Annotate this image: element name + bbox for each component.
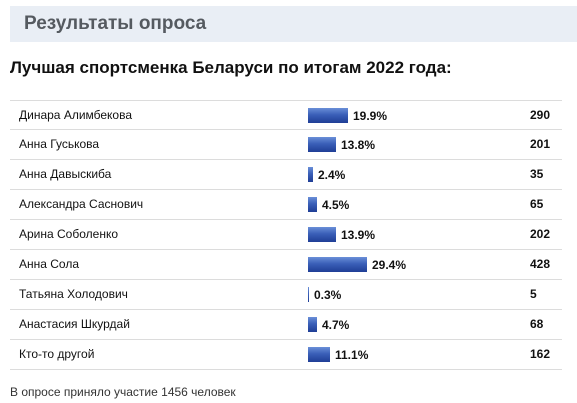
option-percent: 13.8% — [341, 137, 376, 152]
option-percent: 4.5% — [322, 197, 350, 212]
option-bar-cell: 4.7% — [308, 310, 349, 339]
option-bar — [308, 317, 317, 332]
option-percent: 29.4% — [372, 257, 407, 272]
option-votes: 201 — [530, 137, 551, 151]
option-bar — [308, 287, 309, 302]
option-name: Анна Сола — [19, 257, 80, 271]
option-votes: 162 — [530, 347, 551, 361]
poll-results-table: Динара Алимбекова 19.9% 290 Анна Гуськов… — [10, 100, 562, 370]
option-votes: 290 — [530, 108, 551, 122]
option-name: Анна Гуськова — [19, 137, 100, 151]
option-votes: 428 — [530, 257, 551, 271]
option-percent: 13.9% — [341, 227, 376, 242]
poll-header: Результаты опроса — [10, 6, 577, 42]
option-bar-cell: 4.5% — [308, 190, 349, 219]
option-votes: 5 — [530, 287, 537, 301]
option-bar-cell: 0.3% — [308, 280, 341, 309]
option-bar — [308, 257, 367, 272]
option-percent: 19.9% — [353, 108, 388, 123]
option-bar-cell: 13.8% — [308, 130, 375, 159]
option-name: Александра Саснович — [19, 197, 144, 211]
option-bar — [308, 108, 348, 123]
poll-result-row: Александра Саснович 4.5% 65 — [10, 190, 562, 220]
option-name: Арина Соболенко — [19, 227, 118, 241]
poll-footer: В опросе приняло участие 1456 человек — [10, 385, 236, 399]
poll-result-row: Татьяна Холодович 0.3% 5 — [10, 280, 562, 310]
option-bar — [308, 227, 336, 242]
option-percent: 0.3% — [314, 287, 342, 302]
poll-result-row: Кто-то другой 11.1% 162 — [10, 340, 562, 370]
option-votes: 35 — [530, 167, 544, 181]
option-bar — [308, 137, 336, 152]
poll-result-row: Анна Гуськова 13.8% 201 — [10, 130, 562, 160]
option-bar-cell: 2.4% — [308, 160, 345, 189]
option-bar-cell: 29.4% — [308, 250, 406, 279]
option-votes: 202 — [530, 227, 551, 241]
poll-result-row: Динара Алимбекова 19.9% 290 — [10, 100, 562, 130]
option-votes: 65 — [530, 197, 544, 211]
poll-result-row: Арина Соболенко 13.9% 202 — [10, 220, 562, 250]
option-votes: 68 — [530, 317, 544, 331]
poll-question: Лучшая спортсменка Беларуси по итогам 20… — [10, 58, 452, 77]
poll-result-row: Анна Сола 29.4% 428 — [10, 250, 562, 280]
option-name: Динара Алимбекова — [19, 108, 133, 122]
option-bar — [308, 167, 313, 182]
option-bar-cell: 19.9% — [308, 101, 387, 130]
option-name: Кто-то другой — [19, 347, 95, 361]
poll-result-row: Анна Давыскиба 2.4% 35 — [10, 160, 562, 190]
option-name: Татьяна Холодович — [19, 287, 128, 301]
option-name: Анна Давыскиба — [19, 167, 112, 181]
poll-header-title: Результаты опроса — [24, 13, 207, 34]
option-percent: 11.1% — [335, 347, 369, 362]
poll-result-row: Анастасия Шкурдай 4.7% 68 — [10, 310, 562, 340]
option-percent: 4.7% — [322, 317, 350, 332]
option-bar-cell: 13.9% — [308, 220, 375, 249]
option-percent: 2.4% — [318, 167, 346, 182]
option-name: Анастасия Шкурдай — [19, 317, 130, 331]
option-bar — [308, 347, 330, 362]
option-bar-cell: 11.1% — [308, 340, 368, 369]
option-bar — [308, 197, 317, 212]
